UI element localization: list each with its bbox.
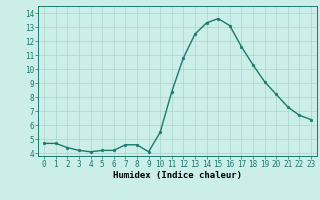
X-axis label: Humidex (Indice chaleur): Humidex (Indice chaleur) [113,171,242,180]
